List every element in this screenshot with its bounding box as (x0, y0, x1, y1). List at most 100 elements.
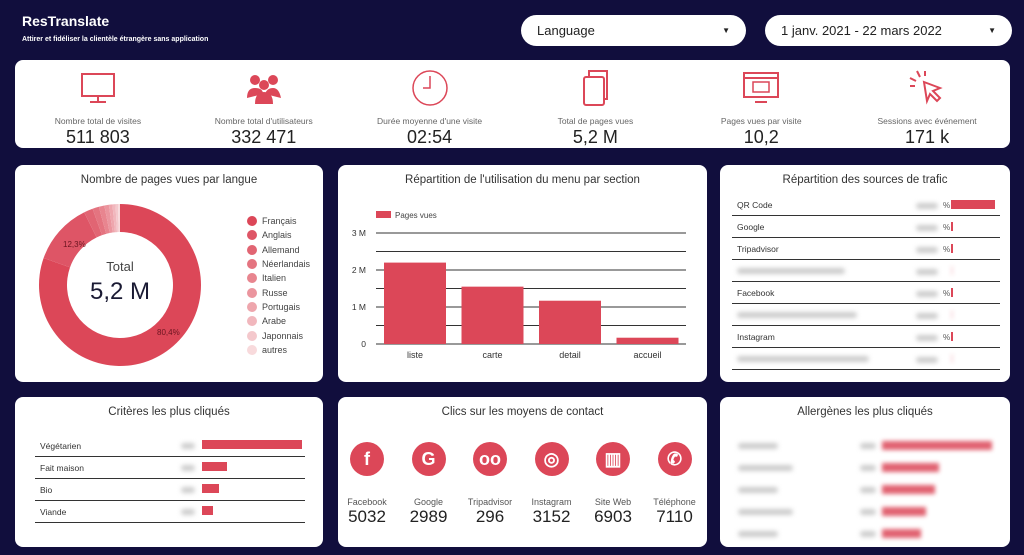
date-range-value: 1 janv. 2021 - 22 mars 2022 (781, 23, 942, 38)
x-tick-label: detail (559, 350, 581, 360)
traffic-row[interactable]: Facebook (732, 282, 1000, 304)
pages-icon (583, 70, 609, 106)
kpi-item: Nombre total d'utilisateurs 332 471 (181, 60, 347, 148)
card-title: Allergènes les plus cliqués (797, 406, 933, 418)
criteria-row[interactable]: Bio (35, 479, 305, 501)
legend-item[interactable]: Japonnais (247, 328, 310, 342)
contact-value: 3152 (532, 507, 571, 526)
legend-item[interactable]: Arabe (247, 314, 310, 328)
allergens-card: Allergènes les plus cliqués (720, 397, 1010, 547)
legend-swatch (247, 301, 257, 312)
allergen-bar (882, 441, 992, 450)
criteria-label: Végétarien (40, 440, 82, 451)
blurred-value (916, 203, 938, 209)
donut-slice-Anglais[interactable] (43, 212, 97, 268)
contact-value: 296 (475, 507, 505, 526)
legend-label: Arabe (262, 316, 287, 327)
kpi-item: Sessions avec événement 171 k (844, 60, 1010, 148)
legend-item[interactable]: autres (247, 343, 310, 357)
legend-swatch (247, 273, 257, 284)
website-icon: ▥ (596, 442, 630, 476)
legend-item[interactable]: Russe (247, 285, 310, 299)
blurred-value (916, 291, 938, 297)
traffic-source-label: QR Code (737, 199, 773, 210)
kpi-label: Durée moyenne d'une visite (377, 116, 483, 126)
language-filter-value: Language (537, 23, 595, 38)
criteria-row[interactable]: Fait maison (35, 457, 305, 479)
traffic-source-label: Google (737, 221, 765, 232)
data-label: 12,3% (63, 240, 86, 249)
traffic-row[interactable] (732, 348, 1000, 370)
kpi-item: Nombre total de visites 511 803 (15, 60, 181, 148)
bar-detail[interactable] (539, 300, 601, 344)
donut-slice-Japonnais[interactable] (115, 204, 119, 233)
language-filter[interactable]: Language ▼ (521, 15, 746, 46)
traffic-row[interactable] (732, 304, 1000, 326)
bar-carte[interactable] (461, 286, 524, 344)
traffic-row[interactable]: Tripadvisor (732, 238, 1000, 260)
donut-center-label: Total (106, 259, 134, 274)
contact-Site Web[interactable]: ▥ Site Web 6903 (583, 442, 643, 527)
y-tick-label: 1 M (352, 302, 366, 312)
blurred-value (860, 487, 876, 493)
donut-slice-Arabe[interactable] (112, 204, 118, 233)
clock-icon (411, 70, 448, 106)
kpi-value: 02:54 (407, 127, 453, 147)
traffic-bar (951, 288, 953, 297)
google-icon: G (411, 442, 446, 476)
allergen-bar (882, 463, 940, 472)
card-title: Critères les plus cliqués (108, 406, 230, 418)
donut-slice-Néerlandais[interactable] (92, 206, 107, 236)
legend-label: Pages vues (395, 211, 437, 220)
bar-accueil[interactable] (616, 337, 679, 344)
donut-slice-Allemand[interactable] (84, 208, 103, 238)
contact-Tripadvisor[interactable]: oo Tripadvisor 296 (460, 442, 520, 527)
legend-item[interactable]: Allemand (247, 243, 310, 257)
traffic-row[interactable] (732, 260, 1000, 282)
legend-swatch (247, 259, 257, 270)
contact-value: 7110 (656, 507, 693, 526)
criteria-row[interactable]: Viande (35, 501, 305, 523)
kpi-label: Nombre total d'utilisateurs (214, 116, 313, 126)
legend-label: Portugais (262, 301, 301, 312)
legend-label: Russe (262, 287, 288, 298)
contact-Google[interactable]: G Google 2989 (399, 442, 459, 527)
contact-label: Instagram (531, 497, 572, 507)
traffic-source-label: Tripadvisor (737, 243, 779, 254)
kpi-value: 511 803 (66, 127, 130, 147)
contact-Instagram[interactable]: ◎ Instagram 3152 (522, 442, 582, 527)
kpi-value: 10,2 (743, 127, 779, 147)
legend-swatch (247, 316, 257, 327)
traffic-row[interactable]: QR Code (732, 194, 1000, 216)
legend-item[interactable]: Néerlandais (247, 257, 310, 271)
legend-item[interactable]: Anglais (247, 228, 310, 242)
contact-Facebook[interactable]: f Facebook 5032 (337, 442, 397, 527)
kpi-item: Total de pages vues 5,2 M (512, 60, 678, 148)
donut-slice-autres[interactable] (117, 204, 120, 233)
legend-item[interactable]: Italien (247, 271, 310, 285)
language-donut-card: Nombre de pages vues par langue Total 5,2… (15, 165, 323, 382)
traffic-row[interactable]: Google (732, 216, 1000, 238)
bar-chart: Pages vues 0 1 M 2 M 3 M liste carte detail accu… (352, 211, 686, 360)
contact-Téléphone[interactable]: ✆ Téléphone 7110 (645, 442, 705, 527)
traffic-source-label: Facebook (737, 287, 775, 298)
allergen-bar (882, 485, 935, 494)
y-tick-label: 3 M (352, 228, 366, 238)
traffic-row[interactable]: Instagram (732, 326, 1000, 348)
donut-slice-Russe[interactable] (104, 204, 113, 234)
legend-label: autres (262, 344, 288, 355)
kpi-label: Pages vues par visite (720, 116, 802, 126)
donut-slice-Français[interactable] (38, 204, 201, 366)
legend-item[interactable]: Français (247, 214, 310, 228)
date-range-picker[interactable]: 1 janv. 2021 - 22 mars 2022 ▼ (765, 15, 1012, 46)
bar-liste[interactable] (384, 262, 446, 344)
donut-slice-Portugais[interactable] (108, 204, 116, 233)
contact-label: Site Web (594, 497, 632, 507)
traffic-bar (951, 266, 953, 275)
criteria-row[interactable]: Végétarien (35, 435, 305, 457)
legend-swatch (247, 330, 257, 341)
legend-label: Allemand (262, 244, 300, 255)
donut-slice-Italien[interactable] (98, 205, 110, 234)
kpi-label: Nombre total de visites (54, 116, 142, 126)
legend-item[interactable]: Portugais (247, 300, 310, 314)
